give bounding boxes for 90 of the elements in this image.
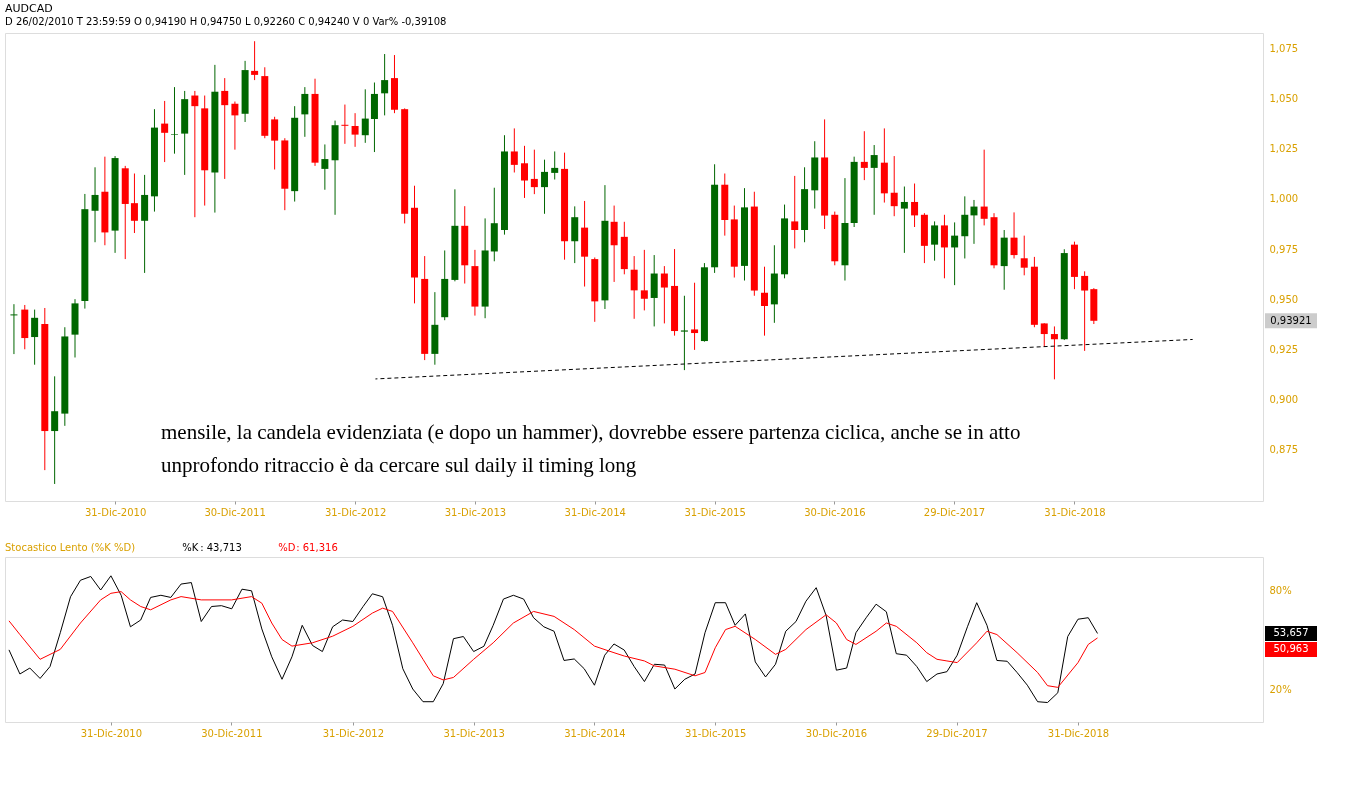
y-tick-label: 20%	[1269, 683, 1292, 695]
x-tick-label: 31-Dic-2015	[685, 727, 747, 739]
candlestick	[361, 88, 369, 144]
candlestick	[1081, 270, 1089, 352]
candlestick	[691, 282, 699, 351]
candlestick	[870, 144, 878, 216]
chart-subtitle: D 26/02/2010 T 23:59:59 O 0,94190 H 0,94750 L 0,92260 C 0,94240 V 0 Var% -0,39108	[5, 16, 447, 27]
annotation: mensile, la candela evidenziata (e dopo un hammer), dovrebbe essere partenza ciclica, anche se in atto	[161, 420, 1021, 445]
x-tick-label: 31-Dic-2018	[1047, 727, 1110, 739]
y-tick-label: 1,050	[1269, 93, 1299, 105]
candlestick	[231, 101, 239, 151]
text: 53,657	[1273, 627, 1309, 639]
candlestick	[191, 90, 199, 218]
candlestick	[931, 220, 939, 262]
x-tick-label: 31-Dic-2012	[322, 727, 385, 739]
y-tick-label: 0,900	[1269, 393, 1299, 405]
y-tick-label: 80%	[1269, 584, 1292, 596]
candlestick	[1010, 211, 1018, 259]
x-tick-label: 31-Dic-2013	[444, 506, 507, 518]
candlestick	[221, 77, 229, 180]
text: 50,963	[1273, 643, 1309, 655]
x-tick-label: 31-Dic-2014	[564, 506, 626, 518]
candlestick	[10, 303, 18, 355]
x-tick-label: 31-Dic-2018	[1044, 506, 1106, 518]
x-tick-label: 31-Dic-2010	[84, 506, 147, 518]
candlestick	[91, 166, 99, 243]
text: %D	[278, 542, 296, 553]
x-tick-label: 30-Dic-2016	[804, 506, 866, 518]
candlestick	[541, 159, 549, 215]
line-series	[8, 591, 1099, 688]
y-tick-label: 1,000	[1269, 193, 1299, 205]
candlestick	[530, 149, 538, 195]
candlestick	[1020, 235, 1028, 276]
text: 0,93921	[1270, 314, 1312, 326]
text: : 43,713	[200, 542, 242, 553]
text: %K	[182, 542, 199, 553]
candlestick	[301, 86, 309, 138]
candlestick	[680, 295, 688, 371]
x-tick-label: 30-Dic-2011	[204, 506, 266, 518]
candlestick	[660, 265, 668, 324]
candlestick	[911, 183, 919, 228]
x-tick-label: 29-Dic-2017	[923, 506, 986, 518]
candlestick	[1050, 325, 1058, 380]
candlestick	[980, 149, 988, 226]
candlestick	[961, 195, 969, 259]
annotation: unprofondo ritraccio è da cercare sul daily il timing long	[161, 453, 637, 478]
candlestick	[271, 116, 279, 170]
candlestick	[381, 53, 389, 116]
candlestick	[951, 221, 959, 286]
x-tick-label: 30-Dic-2011	[201, 727, 263, 739]
candlestick	[860, 130, 868, 181]
candlestick	[761, 266, 769, 337]
candlestick	[551, 150, 559, 181]
y-tick-label: 0,925	[1269, 343, 1299, 355]
candlestick	[791, 175, 799, 249]
x-tick-label: 31-Dic-2014	[564, 727, 626, 739]
x-tick-label: 30-Dic-2016	[805, 727, 868, 739]
candlestick	[900, 186, 908, 254]
candlestick	[610, 205, 618, 283]
chart-title: Stocastico Lento (%K %D)	[5, 542, 136, 553]
candlestick	[940, 214, 948, 279]
y-tick-label: 0,950	[1269, 293, 1299, 305]
candlestick	[171, 86, 178, 155]
x-tick-label: 31-Dic-2012	[324, 506, 387, 518]
x-tick-label: 29-Dic-2017	[926, 727, 988, 739]
candlestick	[630, 255, 638, 320]
candlestick	[51, 375, 59, 485]
candlestick	[510, 127, 518, 173]
x-tick-label: 31-Dic-2013	[443, 727, 505, 739]
candlestick	[130, 173, 138, 234]
y-tick-label: 1,075	[1269, 43, 1299, 55]
y-tick-label: 0,875	[1269, 443, 1299, 455]
y-tick-label: 1,025	[1269, 143, 1299, 155]
candlestick	[251, 40, 259, 81]
line-series	[8, 575, 1099, 704]
candlestick	[351, 112, 359, 148]
candlestick	[521, 145, 528, 199]
y-tick-label: 0,975	[1269, 243, 1299, 255]
candlestick	[31, 309, 39, 366]
candlestick	[640, 249, 648, 311]
candlestick	[890, 155, 898, 217]
chart-title: AUDCAD	[5, 2, 53, 15]
candlestick	[1040, 322, 1048, 348]
candlestick	[341, 104, 349, 145]
candlestick	[161, 100, 169, 163]
x-tick-label: 31-Dic-2015	[684, 506, 746, 518]
text: : 61,316	[296, 542, 338, 553]
candlestick	[970, 199, 978, 245]
candlestick	[321, 143, 329, 191]
x-tick-label: 31-Dic-2010	[80, 727, 143, 739]
